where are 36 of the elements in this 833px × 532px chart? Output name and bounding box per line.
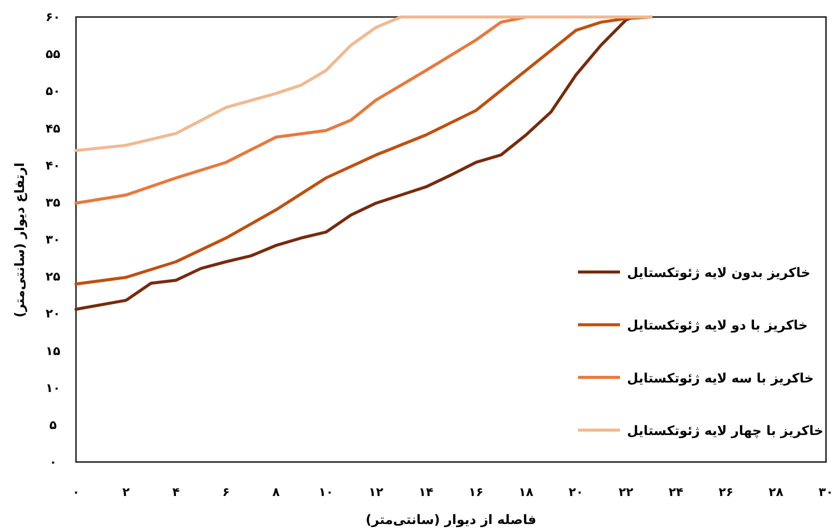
x-axis-title: فاصله از دیوار (سانتی‌متر) — [366, 513, 536, 528]
x-tick-label: ۱۲ — [368, 485, 384, 499]
x-tick-label: ۸ — [272, 485, 280, 499]
y-tick-label: ۵ — [49, 418, 57, 432]
y-tick-label: ۱۵ — [46, 344, 60, 358]
y-tick-label: ۲۵ — [46, 270, 60, 284]
y-tick-label: ۵۰ — [46, 84, 60, 98]
y-tick-label: ۵۵ — [46, 47, 60, 62]
x-tick-label: ۱۴ — [418, 485, 434, 499]
x-tick-label: ۳۰ — [818, 485, 833, 499]
legend-label: خاکریز با دو لایه ژئوتکستایل — [627, 318, 808, 334]
y-tick-label: ۳۰ — [46, 232, 60, 246]
y-tick-label: ۲۰ — [46, 306, 60, 321]
y-axis-title: ارتفاع دیوار (سانتی‌متر) — [13, 162, 28, 318]
legend-label: خاکریز با سه لایه ژئوتکستایل — [627, 371, 814, 386]
y-tick-label: ۳۵ — [46, 195, 60, 210]
x-tick-label: ۲ — [122, 485, 130, 499]
y-tick-label: ۴۵ — [46, 121, 60, 136]
legend-label: خاکریز بدون لایه ژئوتکستایل — [627, 266, 810, 281]
x-tick-label: ۰ — [72, 485, 80, 499]
x-tick-label: ۱۸ — [518, 485, 534, 499]
x-tick-label: ۱۰ — [318, 485, 334, 499]
y-tick-label: ۰ — [49, 455, 57, 469]
x-tick-label: ۱۶ — [468, 485, 484, 499]
x-tick-label: ۲۲ — [618, 485, 634, 499]
legend-label: خاکریز با چهار لایه ژئوتکستایل — [627, 424, 824, 440]
x-tick-label: ۲۶ — [718, 485, 734, 499]
line-series — [74, 16, 652, 152]
x-tick-label: ۲۰ — [568, 485, 584, 499]
x-tick-label: ۶ — [222, 485, 230, 499]
y-tick-label: ۱۰ — [46, 380, 60, 395]
y-tick-label: ۴۰ — [46, 158, 60, 172]
y-tick-label: ۶۰ — [46, 10, 60, 24]
x-tick-label: ۴ — [172, 485, 180, 499]
x-tick-label: ۲۸ — [768, 485, 784, 499]
x-tick-label: ۲۴ — [668, 485, 684, 499]
